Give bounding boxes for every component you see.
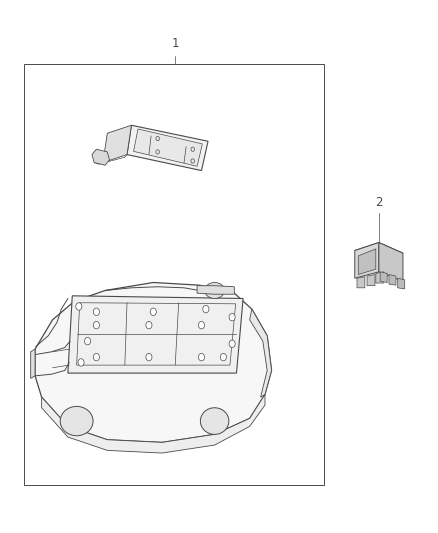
Polygon shape bbox=[127, 125, 208, 171]
Polygon shape bbox=[103, 125, 131, 163]
Polygon shape bbox=[68, 296, 243, 373]
Polygon shape bbox=[379, 243, 403, 281]
Polygon shape bbox=[357, 277, 365, 288]
Polygon shape bbox=[389, 274, 396, 285]
Polygon shape bbox=[367, 274, 375, 286]
Circle shape bbox=[150, 308, 156, 316]
Circle shape bbox=[85, 337, 91, 345]
Circle shape bbox=[78, 359, 84, 366]
Polygon shape bbox=[380, 272, 387, 282]
Polygon shape bbox=[358, 249, 376, 274]
Polygon shape bbox=[355, 243, 403, 261]
Circle shape bbox=[220, 353, 226, 361]
Circle shape bbox=[198, 353, 205, 361]
Circle shape bbox=[93, 308, 99, 316]
Polygon shape bbox=[197, 286, 234, 294]
Polygon shape bbox=[42, 394, 265, 453]
Ellipse shape bbox=[60, 406, 93, 436]
Polygon shape bbox=[355, 243, 379, 278]
Polygon shape bbox=[35, 282, 272, 442]
Circle shape bbox=[76, 303, 82, 310]
Polygon shape bbox=[398, 278, 405, 289]
Circle shape bbox=[146, 321, 152, 329]
Circle shape bbox=[93, 353, 99, 361]
Text: 1: 1 bbox=[171, 37, 179, 50]
Circle shape bbox=[93, 321, 99, 329]
Circle shape bbox=[229, 340, 235, 348]
Circle shape bbox=[146, 353, 152, 361]
Polygon shape bbox=[92, 149, 110, 165]
Circle shape bbox=[203, 305, 209, 313]
Polygon shape bbox=[134, 129, 202, 166]
Ellipse shape bbox=[205, 282, 224, 298]
Bar bbox=[24, 64, 324, 485]
Ellipse shape bbox=[200, 408, 229, 434]
Circle shape bbox=[198, 321, 205, 329]
Circle shape bbox=[229, 313, 235, 321]
Polygon shape bbox=[31, 349, 35, 378]
Polygon shape bbox=[376, 272, 384, 283]
Text: 2: 2 bbox=[375, 197, 383, 209]
Polygon shape bbox=[250, 309, 272, 397]
